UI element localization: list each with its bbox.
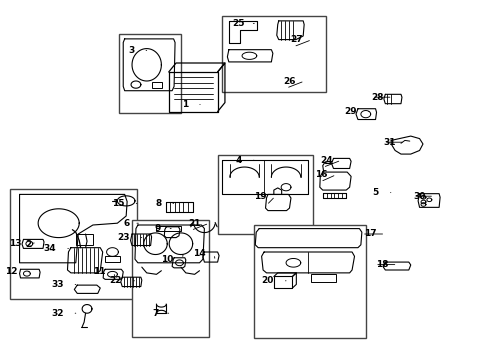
Text: 27: 27 (290, 35, 303, 44)
Text: 6: 6 (123, 219, 129, 228)
Text: 3: 3 (128, 46, 134, 55)
Text: 34: 34 (43, 244, 56, 253)
Bar (151, 82, 162, 88)
Text: 2: 2 (25, 240, 32, 249)
Text: 8: 8 (155, 199, 161, 208)
Text: 25: 25 (231, 19, 244, 28)
Text: 11: 11 (92, 267, 105, 276)
Text: 5: 5 (372, 188, 378, 197)
Text: 26: 26 (283, 77, 295, 85)
Text: 14: 14 (192, 249, 205, 258)
Text: 24: 24 (319, 156, 332, 165)
Text: 28: 28 (370, 93, 383, 102)
Text: 12: 12 (4, 267, 17, 276)
Text: 23: 23 (117, 233, 129, 242)
Text: 29: 29 (344, 107, 356, 116)
Text: 15: 15 (112, 199, 124, 208)
Bar (155, 226, 181, 231)
Text: 1: 1 (182, 100, 188, 109)
Text: 16: 16 (314, 170, 327, 179)
Bar (222, 16, 325, 92)
Text: 9: 9 (155, 224, 161, 233)
Bar (310, 274, 335, 282)
Bar (105, 256, 120, 262)
Bar (119, 34, 181, 113)
Text: 10: 10 (161, 255, 173, 264)
Bar (132, 220, 209, 337)
Text: 21: 21 (187, 219, 200, 228)
Bar (217, 155, 312, 234)
Text: 22: 22 (109, 276, 122, 285)
Bar (76, 234, 93, 245)
Text: 33: 33 (51, 280, 63, 289)
Bar (10, 189, 137, 299)
Text: 13: 13 (9, 239, 22, 248)
Text: 17: 17 (363, 230, 376, 238)
Bar (254, 225, 365, 338)
Text: 19: 19 (253, 192, 266, 201)
Text: 20: 20 (261, 276, 273, 285)
Text: 7: 7 (152, 309, 159, 318)
Text: 4: 4 (235, 156, 242, 165)
Text: 30: 30 (412, 192, 425, 201)
Text: 31: 31 (383, 138, 395, 147)
Text: 18: 18 (375, 260, 388, 269)
Text: 32: 32 (51, 309, 63, 318)
